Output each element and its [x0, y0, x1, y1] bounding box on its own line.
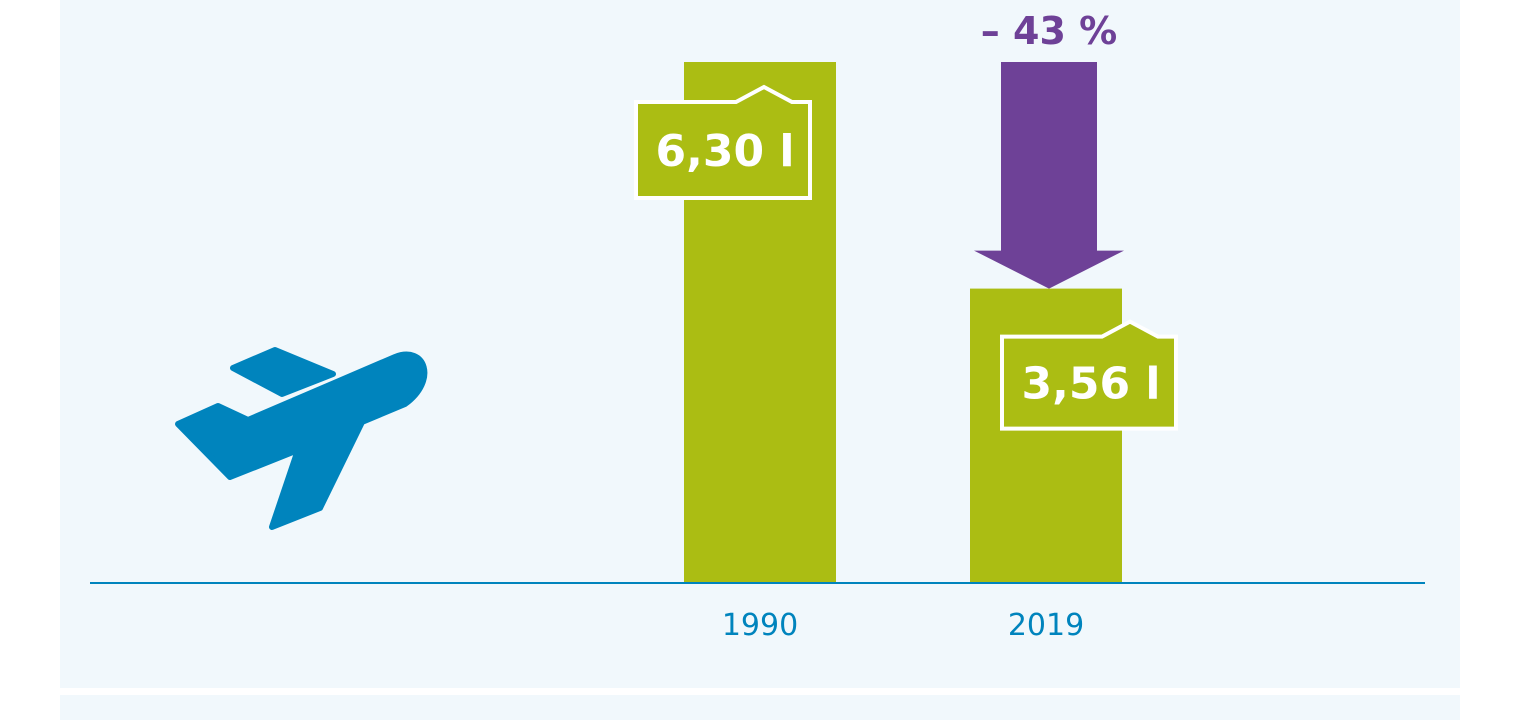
value-label-box-2019: 3,56 l [1000, 319, 1178, 431]
value-label-box-1990: 6,30 l [634, 84, 812, 200]
bar-2019 [970, 288, 1122, 583]
decrease-arrow [974, 62, 1124, 289]
change-label: – 43 % [981, 9, 1117, 53]
value-label-1990: 6,30 l [656, 126, 795, 177]
airplane-icon [175, 347, 428, 530]
value-label-2019: 3,56 l [1022, 359, 1161, 410]
lower-panel [60, 695, 1460, 720]
category-label-1990: 1990 [722, 608, 798, 643]
category-label-2019: 2019 [1008, 608, 1084, 643]
